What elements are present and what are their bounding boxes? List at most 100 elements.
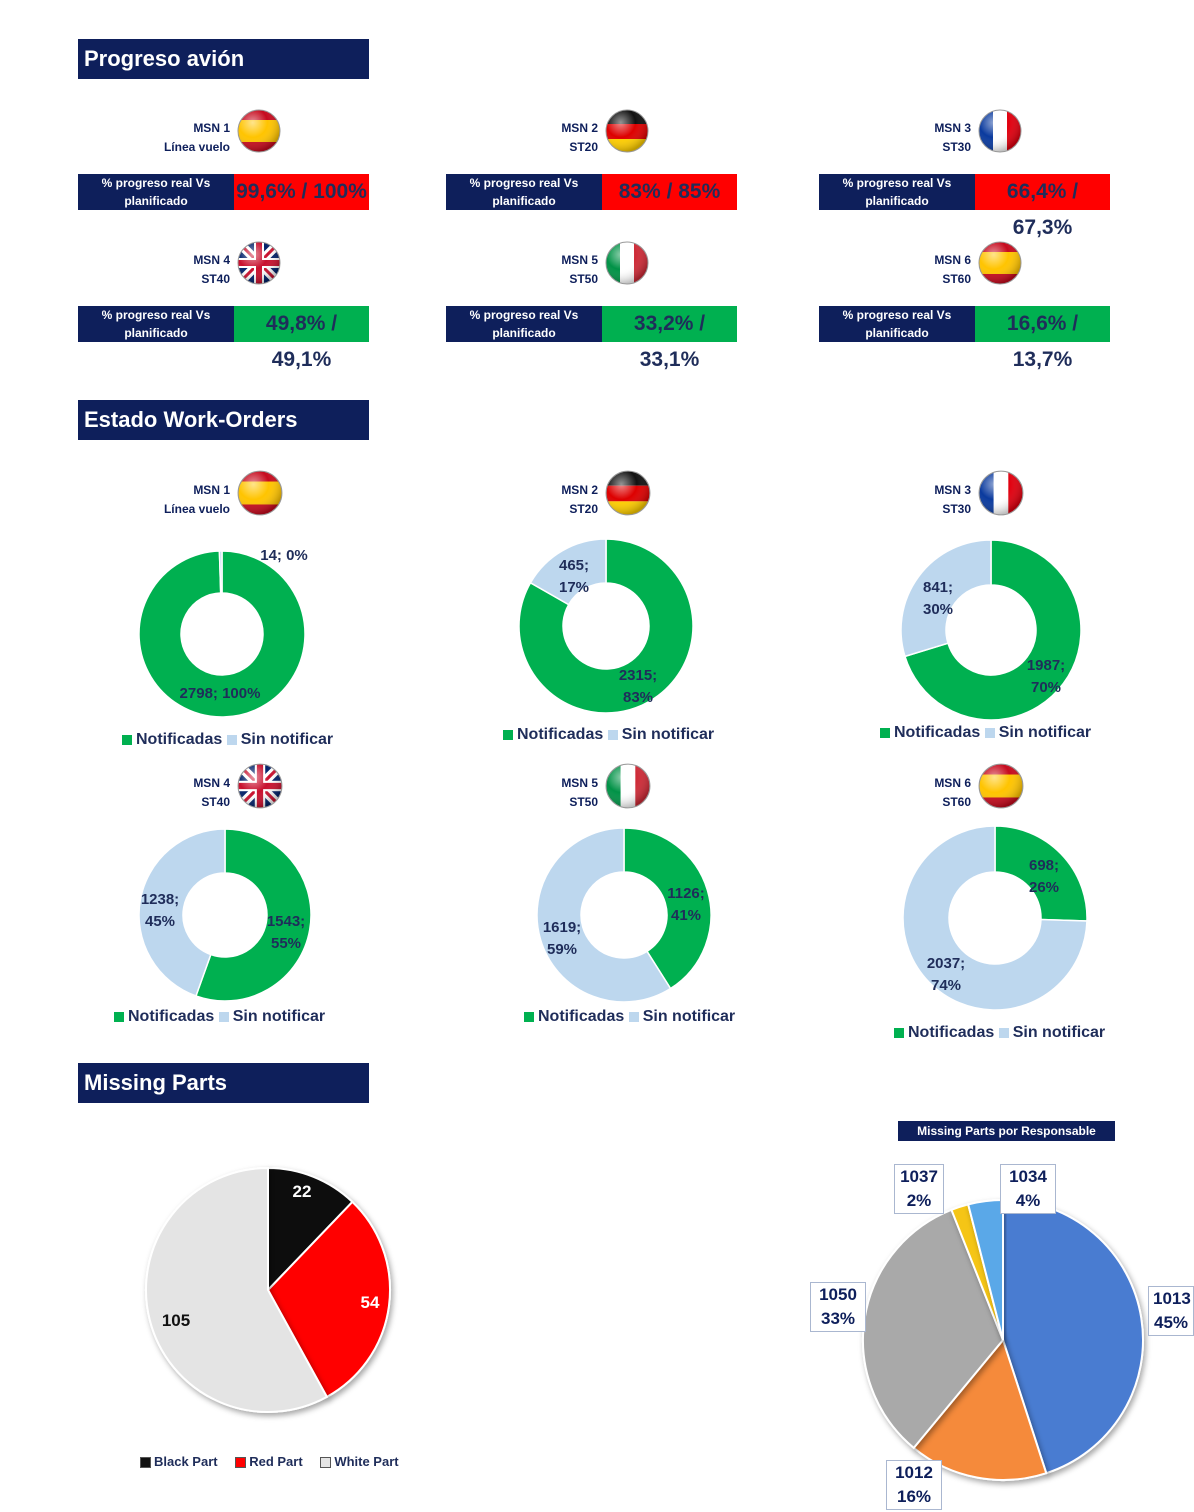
progress-bar-label: % progreso real Vs planificado xyxy=(78,306,234,342)
donut-slice-not-notified xyxy=(529,538,607,606)
donut-msn: MSN 6 xyxy=(934,776,971,790)
progress-bar: % progreso real Vs planificado 66,4% / 67… xyxy=(819,174,1110,239)
progress-bar-value: 83% / 85% xyxy=(602,174,737,210)
donut-slice-notified xyxy=(518,538,694,714)
donut-line: ST40 xyxy=(201,795,230,809)
donut-legend: Notificadas Sin notificar xyxy=(894,1024,1105,1042)
donut-data-label: 1987; 70% xyxy=(1027,657,1065,696)
missing-parts-legend: Black Part Red Part White Part xyxy=(140,1454,413,1469)
donut-data-label: 2798; 100% xyxy=(180,685,261,702)
legend-notified-label: Notificadas xyxy=(894,724,981,741)
card-line: ST30 xyxy=(942,140,971,154)
progress-bar-label: % progreso real Vs planificado xyxy=(446,174,602,210)
legend-notified-label: Notificadas xyxy=(908,1024,995,1041)
spain-flag-icon xyxy=(237,109,281,153)
donut-data-label: 2315; 83% xyxy=(619,667,657,706)
donut-slice-not-notified xyxy=(902,825,1088,1011)
legend-notified-label: Notificadas xyxy=(538,1008,625,1025)
card-msn: MSN 6 xyxy=(934,253,971,267)
donut-legend: Notificadas Sin notificar xyxy=(503,726,714,744)
donut-data-label: 14; 0% xyxy=(260,547,308,564)
missing-parts-slice xyxy=(266,1200,391,1399)
legend-notified-label: Notificadas xyxy=(128,1008,215,1025)
responsible-callout: 1037 2% xyxy=(894,1164,944,1214)
donut-slice-not-notified xyxy=(900,539,992,658)
legend-notified-label: Notificadas xyxy=(136,731,223,748)
responsible-callout: 1012 16% xyxy=(886,1460,942,1510)
progress-bar-value: 66,4% / 67,3% xyxy=(975,174,1110,239)
legend-black-part-label: Black Part xyxy=(154,1454,218,1469)
donut-data-label: 1126; 41% xyxy=(667,885,705,924)
donut-slice-not-notified xyxy=(536,827,672,1003)
card-msn: MSN 2 xyxy=(561,121,598,135)
donut-data-label: 698; 26% xyxy=(1029,857,1059,896)
france-flag-icon xyxy=(978,470,1024,516)
italy-flag-icon xyxy=(605,241,649,285)
legend-not-notified-label: Sin notificar xyxy=(642,1008,736,1025)
progress-bar: % progreso real Vs planificado 99,6% / 10… xyxy=(78,174,369,210)
card-line: ST40 xyxy=(201,272,230,286)
donut-line: ST30 xyxy=(942,502,971,516)
progress-card: MSN 6 ST60 % progreso real Vs planificado 1… xyxy=(819,240,1115,371)
donut-legend: Notificadas Sin notificar xyxy=(524,1008,735,1026)
card-line: ST20 xyxy=(569,140,598,154)
uk-flag-icon xyxy=(237,763,283,809)
progress-card: MSN 5 ST50 % progreso real Vs planificado 3… xyxy=(446,240,742,371)
missing-parts-data-label: 54 xyxy=(361,1293,380,1312)
legend-red-part: Red Part xyxy=(235,1454,303,1469)
responsible-slice xyxy=(912,1337,1048,1481)
card-line: ST60 xyxy=(942,272,971,286)
card-msn: MSN 5 xyxy=(561,253,598,267)
donut-slice-notified xyxy=(194,828,312,1002)
donut-slice-notified xyxy=(138,550,306,718)
progress-card: MSN 4 ST40 % progreso real Vs planificado 4… xyxy=(78,240,374,371)
progress-bar-value: 49,8% / 49,1% xyxy=(234,306,369,371)
donut-line: ST20 xyxy=(569,502,598,516)
progress-bar-label: % progreso real Vs planificado xyxy=(819,306,975,342)
card-msn: MSN 4 xyxy=(193,253,230,267)
donut-legend: Notificadas Sin notificar xyxy=(880,724,1091,742)
germany-flag-icon xyxy=(605,470,651,516)
progress-bar: % progreso real Vs planificado 83% / 85% xyxy=(446,174,737,210)
missing-parts-slice xyxy=(145,1166,329,1413)
france-flag-icon xyxy=(978,109,1022,153)
section-header-progress: Progreso avión xyxy=(78,39,369,79)
donut-legend: Notificadas Sin notificar xyxy=(114,1008,325,1026)
progress-bar: % progreso real Vs planificado 49,8% / 49… xyxy=(78,306,369,371)
legend-white-part: White Part xyxy=(320,1454,399,1469)
legend-not-notified-label: Sin notificar xyxy=(240,731,334,748)
donut-msn: MSN 1 xyxy=(193,483,230,497)
legend-not-notified-label: Sin notificar xyxy=(232,1008,326,1025)
donut-msn: MSN 3 xyxy=(934,483,971,497)
progress-card: MSN 2 ST20 % progreso real Vs planificado 8… xyxy=(446,108,742,233)
responsible-chart-title: Missing Parts por Responsable xyxy=(898,1121,1115,1141)
card-line: ST50 xyxy=(569,272,598,286)
donut-data-label: 465; 17% xyxy=(559,557,589,596)
germany-flag-icon xyxy=(605,109,649,153)
donut-legend: Notificadas Sin notificar xyxy=(122,731,333,749)
legend-notified-label: Notificadas xyxy=(517,726,604,743)
donut-slice-not-notified xyxy=(218,550,223,594)
progress-bar-value: 99,6% / 100% xyxy=(234,174,369,210)
donut-slice-notified xyxy=(904,539,1082,721)
spain-flag-icon xyxy=(978,763,1024,809)
card-msn: MSN 3 xyxy=(934,121,971,135)
donut-data-label: 841; 30% xyxy=(923,579,953,618)
spain-flag-icon xyxy=(237,470,283,516)
donut-msn: MSN 4 xyxy=(193,776,230,790)
progress-bar: % progreso real Vs planificado 33,2% / 33… xyxy=(446,306,737,371)
legend-not-notified-label: Sin notificar xyxy=(998,724,1092,741)
donut-data-label: 1619; 59% xyxy=(543,919,581,958)
progress-bar-label: % progreso real Vs planificado xyxy=(446,306,602,342)
donut-data-label: 2037; 74% xyxy=(927,955,965,994)
italy-flag-icon xyxy=(605,763,651,809)
donut-line: ST50 xyxy=(569,795,598,809)
responsible-pie-chart xyxy=(862,1198,1144,1481)
spain-flag-icon xyxy=(978,241,1022,285)
legend-not-notified-label: Sin notificar xyxy=(621,726,715,743)
donut-line: Línea vuelo xyxy=(163,502,230,516)
donut-slice-notified xyxy=(623,827,712,990)
section-header-missing-parts: Missing Parts xyxy=(78,1063,369,1103)
responsible-callout: 1013 45% xyxy=(1148,1286,1194,1336)
progress-bar-label: % progreso real Vs planificado xyxy=(78,174,234,210)
